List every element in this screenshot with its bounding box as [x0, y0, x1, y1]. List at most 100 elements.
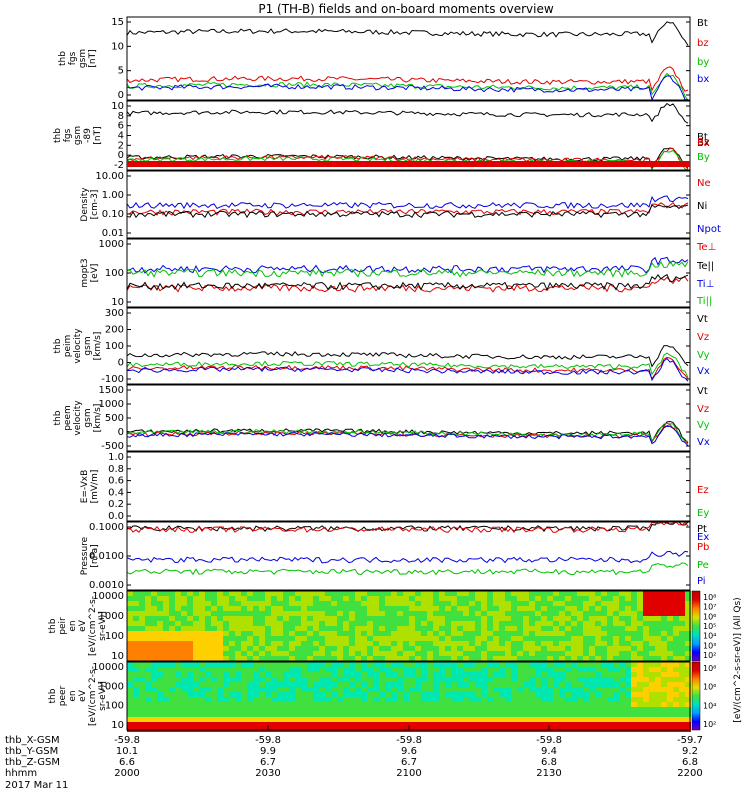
heatmap-cell — [547, 641, 553, 646]
heatmap-cell — [295, 717, 301, 722]
heatmap-cell — [181, 697, 187, 702]
heatmap-cell — [499, 601, 505, 606]
heatmap-cell — [211, 596, 217, 601]
heatmap-cell — [331, 682, 337, 687]
heatmap-cell — [175, 712, 181, 717]
heatmap-cell — [547, 611, 553, 616]
heatmap-cell — [541, 707, 547, 712]
heatmap-cell — [253, 682, 259, 687]
heatmap-cell — [541, 626, 547, 631]
series-line-npot — [126, 195, 689, 210]
heatmap-cell — [529, 621, 535, 626]
heatmap-cell — [241, 621, 247, 626]
heatmap-cell — [643, 646, 649, 651]
heatmap-cell — [637, 636, 643, 641]
heatmap-cell — [127, 677, 133, 682]
heatmap-cell — [505, 677, 511, 682]
heatmap-cell — [463, 606, 469, 611]
panel-ylabel: Pressure[nPa] — [80, 536, 100, 575]
legend-entry: Ni — [697, 201, 707, 212]
heatmap-cell — [253, 611, 259, 616]
heatmap-cell — [241, 697, 247, 702]
heatmap-cell — [325, 621, 331, 626]
heatmap-cell — [571, 596, 577, 601]
heatmap-cell — [661, 606, 667, 611]
heatmap-cell — [175, 702, 181, 707]
heatmap-cell — [643, 697, 649, 702]
heatmap-cell — [529, 717, 535, 722]
heatmap-cell — [145, 591, 151, 596]
panel-10: thbpeereneV[eV/(cm^2-s-sr-eV)]1000010001… — [48, 661, 691, 732]
heatmap-cell — [187, 621, 193, 626]
heatmap-cell — [253, 707, 259, 712]
heatmap-cell — [181, 591, 187, 596]
heatmap-cell — [547, 591, 553, 596]
heatmap-cell — [451, 656, 457, 661]
heatmap-cell — [517, 707, 523, 712]
heatmap-cell — [337, 621, 343, 626]
heatmap-cell — [457, 646, 463, 651]
heatmap-cell — [505, 601, 511, 606]
heatmap-cell — [169, 621, 175, 626]
heatmap-cell — [685, 677, 691, 682]
heatmap-cell — [589, 641, 595, 646]
heatmap-cell — [529, 616, 535, 621]
heatmap-cell — [379, 641, 385, 646]
heatmap-cell — [511, 702, 517, 707]
heatmap-cell — [433, 722, 439, 727]
heatmap-cell — [193, 656, 199, 661]
heatmap-cell — [253, 722, 259, 727]
heatmap-cell — [529, 606, 535, 611]
heatmap-cell — [349, 596, 355, 601]
heatmap-cell — [589, 616, 595, 621]
heatmap-cell — [535, 667, 541, 672]
heatmap-cell — [331, 692, 337, 697]
heatmap-cell — [475, 672, 481, 677]
heatmap-cell — [151, 651, 157, 656]
heatmap-cell — [379, 616, 385, 621]
heatmap-cell — [391, 646, 397, 651]
heatmap-cell — [571, 677, 577, 682]
heatmap-cell — [271, 717, 277, 722]
heatmap-cell — [217, 717, 223, 722]
heatmap-cell — [481, 662, 487, 667]
heatmap-cell — [559, 702, 565, 707]
heatmap-cell — [337, 692, 343, 697]
ytick-label: 10 — [111, 297, 124, 308]
heatmap-cell — [655, 692, 661, 697]
heatmap-cell — [601, 641, 607, 646]
heatmap-cell — [553, 667, 559, 672]
heatmap-cell — [607, 687, 613, 692]
ytick-label: -500 — [101, 441, 124, 452]
heatmap-cell — [241, 707, 247, 712]
heatmap-cell — [247, 631, 253, 636]
heatmap-cell — [589, 692, 595, 697]
heatmap-cell — [577, 621, 583, 626]
heatmap-cell — [283, 641, 289, 646]
heatmap-cell — [547, 636, 553, 641]
heatmap-cell — [493, 722, 499, 727]
heatmap-cell — [313, 626, 319, 631]
heatmap-cell — [475, 596, 481, 601]
heatmap-cell — [187, 651, 193, 656]
heatmap-cell — [301, 636, 307, 641]
heatmap-cell — [649, 591, 655, 596]
heatmap-cell — [223, 662, 229, 667]
heatmap-cell — [151, 601, 157, 606]
heatmap-cell — [481, 682, 487, 687]
heatmap-cell — [505, 591, 511, 596]
heatmap-cell — [427, 682, 433, 687]
heatmap-cell — [487, 601, 493, 606]
heatmap-cell — [409, 641, 415, 646]
heatmap-cell — [193, 692, 199, 697]
heatmap-cell — [265, 707, 271, 712]
heatmap-cell — [607, 611, 613, 616]
heatmap-cell — [427, 651, 433, 656]
heatmap-cell — [307, 631, 313, 636]
heatmap-cell — [637, 712, 643, 717]
heatmap-cell — [229, 717, 235, 722]
heatmap-cell — [529, 687, 535, 692]
heatmap-cell — [163, 591, 169, 596]
heatmap-cell — [313, 677, 319, 682]
heatmap-cell — [127, 672, 133, 677]
